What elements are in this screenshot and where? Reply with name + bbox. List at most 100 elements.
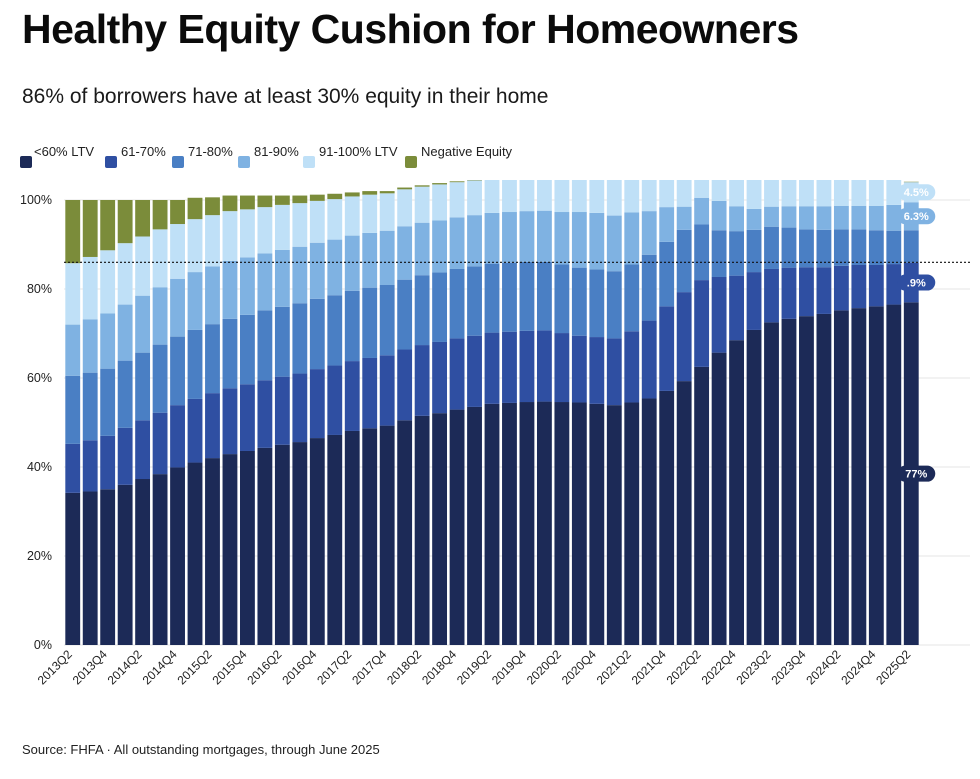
- bar-segment-2013Q4-s5: [100, 200, 116, 251]
- bar-stack-2023Q1: [746, 180, 762, 645]
- bar-segment-2017Q3-s2: [362, 287, 378, 358]
- bar-segment-2019Q2-s0: [484, 403, 500, 645]
- bar-stack-2023Q3: [781, 180, 797, 645]
- bar-segment-2021Q2-s1: [624, 331, 640, 403]
- bar-segment-2023Q4-s2: [799, 229, 814, 268]
- bar-segment-2020Q3-s0: [571, 402, 587, 645]
- bar-segment-2014Q2-s2: [135, 352, 151, 421]
- bar-segment-2021Q3-s0: [641, 398, 657, 645]
- bar-segment-2014Q4-s2: [170, 336, 185, 406]
- bar-segment-2015Q4-s3: [240, 257, 255, 315]
- bar-segment-2018Q2-s3: [414, 222, 430, 276]
- bar-segment-2018Q2-s1: [414, 345, 430, 416]
- bar-segment-2022Q1-s0: [676, 381, 692, 645]
- bar-segment-2025Q1-s1: [886, 264, 902, 305]
- bar-segment-2017Q4-s4: [379, 193, 395, 231]
- bar-segment-2019Q1-s3: [467, 215, 482, 267]
- bar-segment-2021Q2-s0: [624, 402, 640, 645]
- bar-segment-2013Q4-s1: [100, 435, 116, 490]
- bar-segment-2020Q3-s1: [571, 335, 587, 403]
- bar-stack-2019Q2: [484, 180, 500, 645]
- bar-segment-2018Q3-s4: [432, 184, 448, 221]
- bar-segment-2022Q1-s4: [676, 180, 692, 207]
- bar-segment-2020Q4-s2: [589, 269, 605, 338]
- x-tick-label: 2023Q4: [768, 647, 808, 687]
- bar-segment-2024Q4-s0: [868, 306, 884, 645]
- bar-segment-2022Q3-s0: [711, 352, 727, 645]
- value-callouts: 4.5% 6.3% .9% 77%: [897, 184, 936, 482]
- bar-segment-2015Q1-s3: [187, 272, 203, 330]
- bar-stack-2020Q2: [554, 180, 570, 645]
- bar-segment-2024Q1-s1: [816, 267, 832, 314]
- bar-segment-2015Q1-s2: [187, 329, 203, 399]
- bar-segment-2016Q4-s2: [309, 298, 325, 370]
- bar-segment-2021Q4-s3: [659, 207, 675, 242]
- bar-segment-2021Q3-s1: [641, 320, 657, 399]
- bar-segment-2020Q4-s0: [589, 403, 605, 645]
- legend-swatch-61-70: [105, 156, 117, 168]
- bar-segment-2014Q4-s5: [170, 200, 185, 225]
- bar-segment-2018Q4-s1: [449, 338, 465, 410]
- x-tick-label: 2016Q2: [244, 647, 284, 687]
- bar-stack-2020Q1: [536, 180, 552, 645]
- bar-segment-2020Q1-s0: [536, 401, 552, 645]
- bar-stack-2021Q3: [641, 180, 657, 645]
- callout-61-70%: .9%: [897, 274, 936, 291]
- bar-segment-2021Q2-s2: [624, 264, 640, 332]
- bar-segment-2013Q3-s1: [82, 440, 98, 492]
- bar-stack-2018Q1: [397, 187, 413, 645]
- bar-segment-2018Q1-s3: [397, 226, 413, 280]
- bar-segment-2021Q4-s2: [659, 241, 675, 307]
- bar-segment-2024Q2-s3: [833, 205, 849, 230]
- callout-bubble: [897, 274, 936, 291]
- bar-segment-2022Q2-s3: [694, 197, 710, 225]
- bar-segment-2014Q1-s1: [117, 427, 133, 485]
- bar-segment-2019Q2-s2: [484, 263, 500, 333]
- bar-segment-2014Q3-s5: [152, 200, 168, 230]
- bar-segment-2016Q2-s4: [274, 204, 290, 250]
- bar-segment-2015Q1-s0: [187, 462, 203, 645]
- x-tick-label: 2018Q2: [384, 647, 424, 687]
- bar-segment-2021Q3-s4: [641, 180, 657, 212]
- bar-segment-2018Q3-s1: [432, 341, 448, 414]
- bar-segment-2021Q1-s4: [606, 180, 622, 216]
- bar-segment-2013Q4-s4: [100, 250, 116, 314]
- bar-segment-2019Q1-s2: [467, 266, 482, 336]
- bar-stack-2016Q1: [257, 195, 273, 645]
- callout-label: 6.3%: [904, 211, 929, 223]
- bar-segment-2021Q4-s4: [659, 180, 675, 208]
- bar-segment-2017Q2-s5: [344, 192, 360, 197]
- bar-segment-2018Q2-s2: [414, 275, 430, 346]
- bar-segment-2017Q1-s1: [327, 365, 343, 435]
- bar-stack-2018Q3: [432, 183, 448, 645]
- callout-bubble: [897, 184, 936, 201]
- bar-segment-2015Q4-s4: [240, 209, 255, 258]
- bar-segment-2013Q4-s0: [100, 489, 116, 645]
- bar-stack-2017Q1: [327, 193, 343, 645]
- bar-segment-2016Q1-s2: [257, 310, 273, 381]
- bar-segment-2020Q2-s2: [554, 264, 570, 334]
- bar-segment-2018Q1-s0: [397, 420, 413, 645]
- x-tick-label: 2018Q4: [419, 647, 459, 687]
- bar-segment-2019Q3-s3: [502, 212, 517, 263]
- bar-segment-2017Q2-s3: [344, 235, 360, 291]
- chart-title: Healthy Equity Cushion for Homeowners: [22, 6, 799, 52]
- y-tick-label: 100%: [20, 193, 52, 207]
- bar-segment-2016Q4-s5: [309, 194, 325, 201]
- bar-segment-2014Q2-s5: [135, 200, 151, 237]
- bar-stack-2022Q2: [694, 180, 710, 645]
- x-tick-label: 2017Q4: [349, 647, 389, 687]
- bar-segment-2024Q2-s1: [833, 265, 849, 311]
- bar-stack-2022Q3: [711, 180, 727, 645]
- bar-segment-2024Q4-s4: [868, 180, 884, 206]
- bar-segment-2022Q1-s2: [676, 229, 692, 293]
- bar-segment-2016Q2-s2: [274, 306, 290, 377]
- bar-segment-2015Q3-s5: [222, 195, 238, 212]
- bar-segment-2014Q3-s4: [152, 229, 168, 288]
- bar-stack-2024Q4: [868, 180, 884, 645]
- y-tick-label: 80%: [27, 282, 52, 296]
- bar-segment-2024Q4-s2: [868, 230, 884, 265]
- bar-segment-2016Q4-s4: [309, 200, 325, 243]
- bar-segment-2020Q1-s4: [536, 180, 552, 211]
- bar-stack-2023Q2: [764, 180, 779, 645]
